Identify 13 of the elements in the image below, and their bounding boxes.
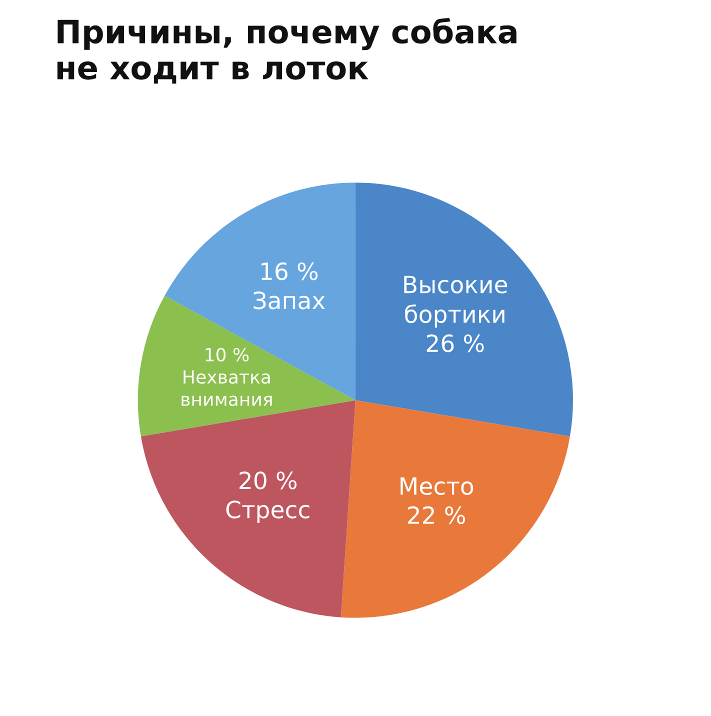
slice-label: Высокие бортики	[404, 276, 508, 328]
data-label: 22 %	[408, 506, 466, 524]
pie-slice	[340, 400, 570, 618]
pie-slice	[355, 182, 573, 436]
data-label: 16 %	[262, 262, 318, 280]
slice-label: Место	[400, 477, 474, 495]
chart-title: Причины, почему собака не ходит в лоток	[57, 18, 516, 84]
data-label: 10 %	[206, 348, 249, 362]
slice-label: Стресс	[226, 500, 310, 524]
slice-label: Нехватка внимания	[182, 370, 272, 406]
slice-label: Запах	[254, 291, 325, 310]
data-label: 20 %	[240, 471, 297, 490]
data-label: 26 %	[426, 334, 484, 352]
